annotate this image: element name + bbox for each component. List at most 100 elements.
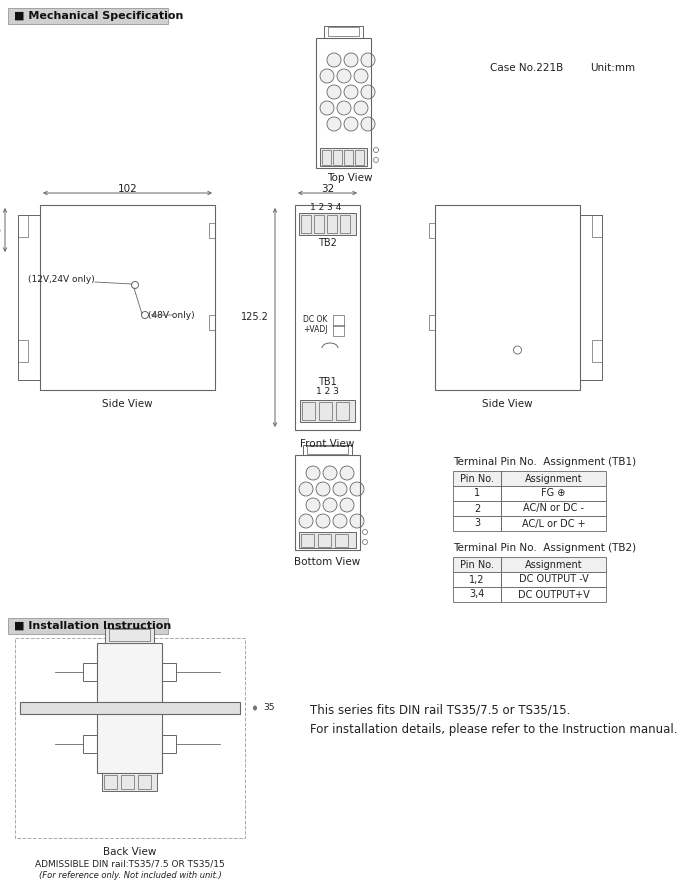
- Bar: [302, 402, 315, 420]
- Text: Unit:mm: Unit:mm: [590, 63, 635, 73]
- Circle shape: [354, 101, 368, 115]
- Bar: [104, 775, 117, 789]
- Bar: [15, 638, 245, 838]
- Text: Pin No.: Pin No.: [460, 473, 494, 483]
- Text: DC OUTPUT+V: DC OUTPUT+V: [517, 589, 589, 599]
- Bar: [18, 215, 28, 237]
- Bar: [8, 8, 168, 24]
- Text: Side View: Side View: [102, 399, 153, 409]
- Circle shape: [320, 69, 334, 83]
- Bar: [314, 215, 324, 233]
- Text: Top View: Top View: [328, 173, 372, 183]
- Text: For installation details, please refer to the Instruction manual.: For installation details, please refer t…: [310, 723, 678, 737]
- Bar: [429, 315, 435, 330]
- Bar: [209, 315, 215, 330]
- Bar: [429, 223, 435, 238]
- Circle shape: [320, 101, 334, 115]
- Bar: [121, 775, 134, 789]
- Bar: [592, 215, 602, 237]
- Circle shape: [327, 117, 341, 131]
- Text: 3: 3: [474, 519, 480, 529]
- Bar: [20, 702, 240, 714]
- Bar: [333, 315, 344, 326]
- Text: Pin No.: Pin No.: [460, 560, 494, 570]
- Bar: [40, 205, 215, 390]
- Bar: [303, 445, 352, 455]
- Text: ADMISSIBLE DIN rail:TS35/7.5 OR TS35/15: ADMISSIBLE DIN rail:TS35/7.5 OR TS35/15: [35, 859, 225, 869]
- Bar: [355, 150, 364, 165]
- Bar: [453, 572, 606, 587]
- Circle shape: [340, 466, 354, 480]
- Text: 1: 1: [474, 488, 480, 498]
- Bar: [327, 215, 337, 233]
- Bar: [83, 663, 97, 681]
- Bar: [316, 38, 371, 168]
- Text: (48V only): (48V only): [148, 311, 195, 320]
- Text: +VADJ: +VADJ: [303, 326, 328, 335]
- Bar: [300, 400, 355, 422]
- Text: AC/N or DC -: AC/N or DC -: [523, 504, 584, 513]
- Bar: [18, 340, 28, 362]
- Circle shape: [327, 85, 341, 99]
- Text: 1 2 3 4: 1 2 3 4: [310, 204, 341, 213]
- Circle shape: [316, 514, 330, 528]
- Circle shape: [333, 482, 347, 496]
- Bar: [105, 628, 154, 643]
- Text: DC OUTPUT -V: DC OUTPUT -V: [519, 574, 589, 585]
- Text: Front View: Front View: [300, 439, 355, 449]
- Bar: [453, 587, 606, 602]
- Bar: [18, 215, 40, 380]
- Text: Back View: Back View: [104, 847, 157, 857]
- Bar: [102, 773, 157, 791]
- Circle shape: [306, 466, 320, 480]
- Circle shape: [299, 514, 313, 528]
- Text: 1,2: 1,2: [469, 574, 484, 585]
- Text: TB1: TB1: [318, 377, 337, 387]
- Text: Bottom View: Bottom View: [295, 557, 360, 567]
- Bar: [301, 215, 311, 233]
- Bar: [344, 150, 353, 165]
- Bar: [295, 455, 360, 550]
- Bar: [307, 446, 348, 454]
- Circle shape: [344, 53, 358, 67]
- Circle shape: [316, 482, 330, 496]
- Circle shape: [327, 53, 341, 67]
- Bar: [301, 534, 314, 547]
- Text: TB2: TB2: [318, 238, 337, 248]
- Bar: [333, 325, 344, 336]
- Bar: [138, 775, 151, 789]
- Bar: [592, 340, 602, 362]
- Bar: [162, 663, 176, 681]
- Bar: [453, 516, 606, 531]
- Circle shape: [299, 482, 313, 496]
- Text: 35: 35: [0, 225, 1, 235]
- Bar: [299, 532, 356, 548]
- Text: 35: 35: [263, 704, 274, 713]
- Text: Terminal Pin No.  Assignment (TB2): Terminal Pin No. Assignment (TB2): [453, 543, 636, 553]
- Circle shape: [354, 69, 368, 83]
- Circle shape: [340, 498, 354, 512]
- Bar: [340, 215, 350, 233]
- Text: DC OK: DC OK: [303, 315, 328, 324]
- Bar: [335, 534, 348, 547]
- Circle shape: [323, 498, 337, 512]
- Bar: [8, 618, 168, 634]
- Bar: [435, 205, 580, 390]
- Bar: [209, 223, 215, 238]
- Circle shape: [361, 85, 375, 99]
- Circle shape: [337, 69, 351, 83]
- Bar: [83, 735, 97, 753]
- Bar: [453, 471, 606, 486]
- Circle shape: [306, 498, 320, 512]
- Bar: [97, 643, 162, 773]
- Circle shape: [361, 53, 375, 67]
- Circle shape: [205, 703, 215, 713]
- Text: 1 2 3: 1 2 3: [316, 388, 339, 396]
- Circle shape: [323, 466, 337, 480]
- Bar: [336, 402, 349, 420]
- Bar: [320, 148, 367, 166]
- Bar: [324, 26, 363, 38]
- Text: AC/L or DC +: AC/L or DC +: [522, 519, 585, 529]
- Text: Side View: Side View: [482, 399, 533, 409]
- Circle shape: [344, 85, 358, 99]
